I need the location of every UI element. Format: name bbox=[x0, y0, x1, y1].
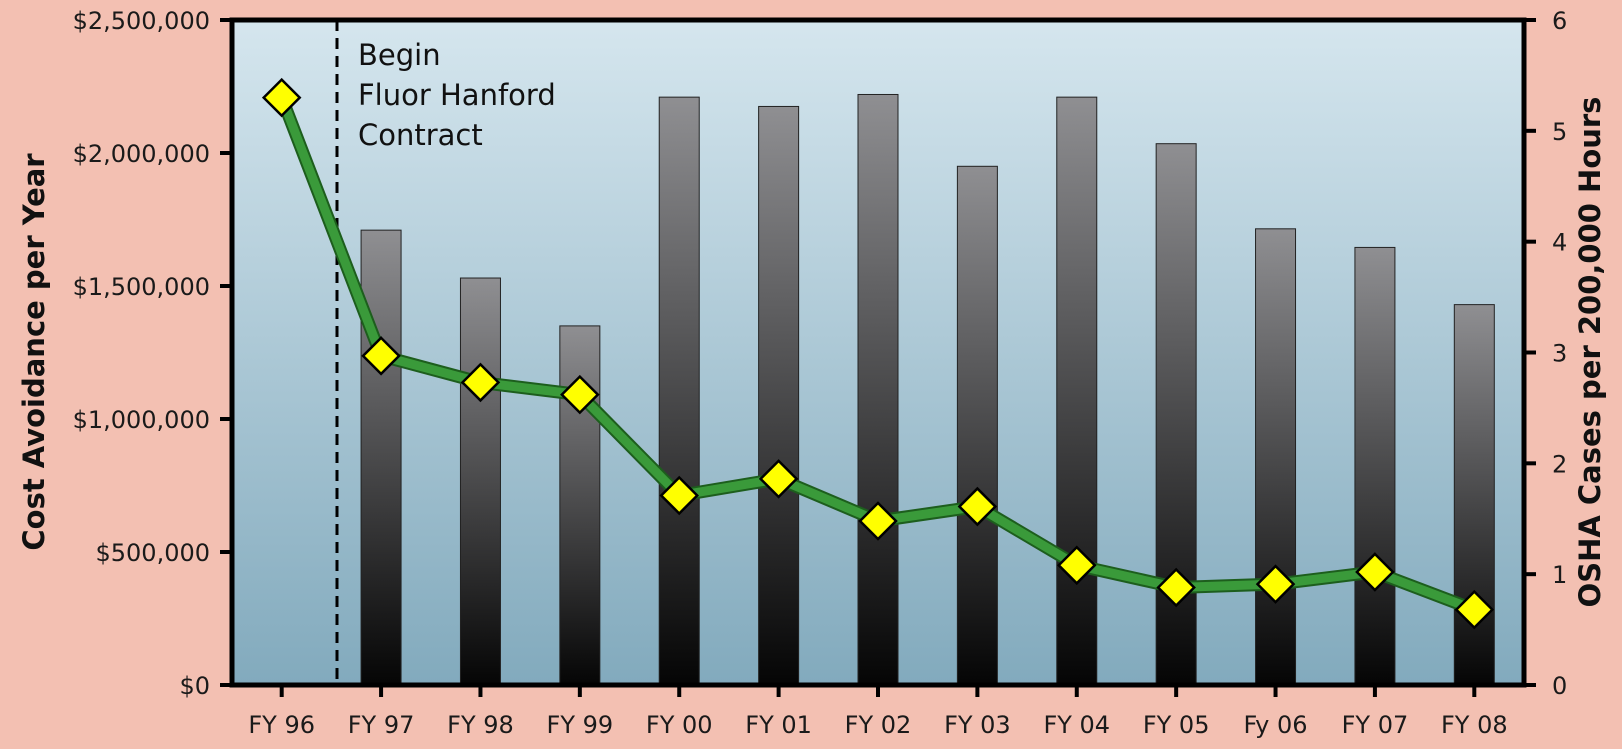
bar-fy-97 bbox=[360, 229, 402, 686]
annotation-line-1: Begin bbox=[358, 38, 441, 72]
bar-fy-01 bbox=[758, 105, 800, 686]
x-tick-label: FY 02 bbox=[845, 711, 912, 739]
x-tick-label: FY 05 bbox=[1143, 711, 1210, 739]
line-series bbox=[261, 77, 1495, 630]
y2-tick-label: 2 bbox=[1552, 450, 1567, 478]
y-axis-right: 0 1 2 3 4 5 6 bbox=[1524, 7, 1567, 700]
y-tick-label: $1,000,000 bbox=[73, 406, 210, 434]
marker-fy-98 bbox=[460, 362, 501, 403]
annotation: Begin Fluor Hanford Contract bbox=[335, 20, 556, 685]
marker-fy-97 bbox=[361, 336, 401, 376]
marker-fy-03 bbox=[957, 486, 998, 527]
x-tick-label: Fy 06 bbox=[1244, 711, 1308, 739]
bar-fy-06 bbox=[1255, 228, 1297, 686]
annotation-line-3: Contract bbox=[358, 118, 483, 152]
bar-series bbox=[360, 93, 1495, 686]
y-tick-label: $2,500,000 bbox=[73, 7, 210, 35]
x-tick-label: FY 99 bbox=[547, 711, 614, 739]
x-tick-label: FY 04 bbox=[1043, 711, 1110, 739]
bar-fy-03 bbox=[956, 165, 998, 686]
x-tick-label: FY 00 bbox=[646, 711, 713, 739]
y2-tick-label: 4 bbox=[1552, 229, 1567, 257]
bar-fy-00 bbox=[658, 96, 700, 686]
y-tick-label: $2,000,000 bbox=[73, 140, 210, 168]
bar-fy-04 bbox=[1056, 96, 1098, 686]
y-axis-left: $0 $500,000 $1,000,000 $1,500,000 $2,000,000… bbox=[73, 7, 232, 700]
y-tick-label: $500,000 bbox=[95, 539, 210, 567]
y2-tick-label: 1 bbox=[1552, 561, 1567, 589]
y-axis-right-title: OSHA Cases per 200,000 Hours bbox=[1573, 97, 1607, 608]
marker-fy-06 bbox=[1255, 564, 1296, 604]
x-tick-label: FY 03 bbox=[944, 711, 1011, 739]
marker-fy-04 bbox=[1057, 545, 1097, 586]
y2-tick-label: 6 bbox=[1552, 7, 1567, 35]
x-axis: FY 96 FY 97 FY 98 FY 99 FY 00 FY 01 FY 02 FY 03… bbox=[248, 685, 1508, 739]
bar-fy-98 bbox=[459, 277, 501, 686]
marker-fy-01 bbox=[758, 459, 799, 499]
bar-fy-07 bbox=[1354, 246, 1396, 686]
marker-fy-96 bbox=[261, 77, 302, 118]
y2-tick-label: 3 bbox=[1552, 340, 1567, 368]
y2-tick-label: 5 bbox=[1552, 118, 1567, 146]
x-tick-label: FY 96 bbox=[248, 711, 315, 739]
bar-fy-02 bbox=[857, 93, 899, 686]
y-axis-left-title: Cost Avoidance per Year bbox=[17, 153, 51, 551]
marker-fy-07 bbox=[1355, 552, 1395, 592]
marker-fy-05 bbox=[1156, 567, 1196, 608]
y-tick-label: $1,500,000 bbox=[73, 273, 210, 301]
marker-fy-99 bbox=[560, 374, 600, 415]
x-tick-label: FY 07 bbox=[1342, 711, 1409, 739]
y2-tick-label: 0 bbox=[1552, 672, 1567, 700]
y-tick-label: $0 bbox=[179, 672, 210, 700]
marker-fy-00 bbox=[659, 475, 699, 516]
x-tick-label: FY 01 bbox=[745, 711, 812, 739]
x-tick-label: FY 98 bbox=[447, 711, 514, 739]
x-tick-label: FY 97 bbox=[348, 711, 415, 739]
marker-fy-02 bbox=[858, 501, 898, 541]
annotation-line-2: Fluor Hanford bbox=[358, 78, 556, 112]
x-tick-label: FY 08 bbox=[1441, 711, 1508, 739]
marker-fy-08 bbox=[1454, 589, 1495, 630]
